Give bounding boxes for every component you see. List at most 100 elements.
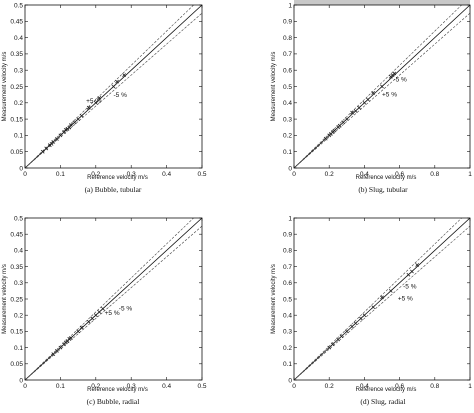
data-point — [366, 97, 370, 102]
x-tick-label: 0.8 — [430, 171, 439, 178]
x-tick-label: 0 — [23, 171, 27, 178]
data-point — [79, 113, 84, 118]
x-tick-label: 1 — [468, 171, 472, 178]
x-tick-label: 0.6 — [395, 383, 404, 390]
data-point — [54, 137, 59, 141]
y-tick-label: 0.6 — [283, 280, 292, 287]
data-point — [358, 316, 363, 321]
y-tick-label: 0.3 — [283, 116, 292, 123]
y-tick-label: 0.45 — [10, 232, 23, 239]
panel-caption: (a) Bubble, tubular — [85, 185, 142, 194]
x-axis-label: Reference velocity m/s — [87, 387, 148, 393]
panel-d: (d) Slug, radial 0 0.2 0.4 0.6 0.8 1 0 0.1 0.2 0.… — [271, 215, 472, 406]
annotation-plus-5: +5 % — [382, 91, 397, 98]
annotation-plus-5: +5 % — [105, 310, 120, 317]
data-point — [353, 109, 358, 113]
y-tick-label: 0.6 — [283, 68, 292, 75]
y-tick-label: 0.35 — [10, 264, 23, 271]
annotation-minus-5: -5 % — [393, 77, 407, 84]
y-tick-label: 0.1 — [14, 133, 23, 140]
y-tick-label: 0.4 — [283, 100, 292, 107]
data-point — [350, 324, 354, 329]
x-tick-label: 0.5 — [197, 171, 206, 178]
y-axis-label: Measurement velocity m/s — [2, 264, 8, 334]
data-point — [111, 84, 116, 89]
y-tick-label: 0.3 — [14, 68, 23, 75]
y-axis-label: Measurement velocity m/s — [271, 264, 277, 334]
data-point — [341, 120, 346, 125]
x-tick-label: 0.4 — [162, 171, 171, 178]
panel-b: (b) Slug, tubular 0 0.2 0.4 0.6 0.8 1 0 0.1 0.2 0… — [271, 0, 472, 194]
y-tick-label: 0.2 — [283, 345, 292, 352]
x-tick-label: 0.6 — [395, 171, 404, 178]
y-tick-label: 0.5 — [283, 84, 292, 91]
data-point — [58, 133, 63, 138]
minus-5-percent-line — [294, 225, 470, 380]
data-point — [97, 96, 102, 100]
data-point — [67, 336, 72, 341]
y-tick-label: 0.1 — [283, 361, 292, 368]
y-tick-label: 0.2 — [14, 313, 23, 320]
data-point — [100, 306, 105, 311]
data-point — [93, 313, 98, 318]
data-point — [330, 342, 335, 347]
reference-lines — [294, 5, 470, 168]
data-point — [323, 136, 328, 141]
plus-5-percent-line — [294, 5, 463, 168]
data-point — [44, 146, 49, 151]
y-tick-label: 0.4 — [14, 248, 23, 255]
y-axis-label: Measurement velocity m/s — [2, 52, 8, 122]
x-tick-label: 0.3 — [127, 171, 136, 178]
y-tick-label: 0.7 — [283, 264, 292, 271]
y-tick-label: 0.9 — [283, 232, 292, 239]
y-tick-label: 0.25 — [10, 84, 23, 91]
identity-line — [294, 218, 470, 380]
y-axis-label: Measurement velocity m/s — [271, 52, 277, 122]
y-tick-label: 0.8 — [283, 248, 292, 255]
y-tick-label: 0.5 — [14, 215, 23, 222]
x-tick-label: 0.2 — [91, 171, 100, 178]
x-tick-label: 0.1 — [56, 383, 65, 390]
x-tick-label: 0.2 — [325, 171, 334, 178]
identity-line — [25, 218, 202, 380]
y-tick-label: 0 — [19, 377, 23, 384]
y-tick-label: 0 — [288, 165, 292, 172]
data-point — [371, 305, 376, 309]
y-tick-label: 0.2 — [14, 100, 23, 107]
x-tick-label: 0.4 — [162, 383, 171, 390]
data-point — [90, 316, 95, 321]
annotation-minus-5: -5 % — [119, 305, 133, 312]
data-point — [339, 334, 344, 339]
data-point — [51, 140, 56, 144]
data-point — [79, 325, 84, 330]
data-point — [93, 100, 98, 105]
x-tick-label: 0.2 — [325, 383, 334, 390]
x-tick-label: 0 — [292, 383, 296, 390]
y-tick-label: 0.4 — [14, 35, 23, 42]
data-point — [410, 269, 414, 274]
x-tick-label: 0.3 — [127, 383, 136, 390]
plus-5-percent-line — [294, 218, 463, 380]
y-tick-label: 0.2 — [283, 133, 292, 140]
data-point — [344, 117, 349, 121]
data-point — [97, 310, 102, 314]
data-point — [40, 149, 45, 154]
data-point — [51, 352, 56, 356]
y-tick-label: 0.7 — [283, 51, 292, 58]
data-point — [76, 117, 80, 121]
x-tick-label: 0 — [23, 383, 27, 390]
x-tick-label: 0.8 — [430, 383, 439, 390]
data-point — [327, 345, 332, 350]
reference-lines — [25, 5, 202, 168]
y-tick-label: 1 — [288, 2, 292, 9]
y-tick-label: 0.45 — [10, 19, 23, 26]
data-point — [58, 345, 63, 350]
data-point — [69, 123, 73, 127]
x-tick-label: 0.1 — [56, 171, 65, 178]
data-point — [86, 105, 91, 110]
y-tick-label: 0.4 — [283, 313, 292, 320]
data-point — [344, 329, 349, 334]
x-axis-label: Reference velocity m/s — [356, 175, 417, 181]
minus-5-percent-line — [294, 12, 470, 168]
data-point — [122, 73, 127, 77]
